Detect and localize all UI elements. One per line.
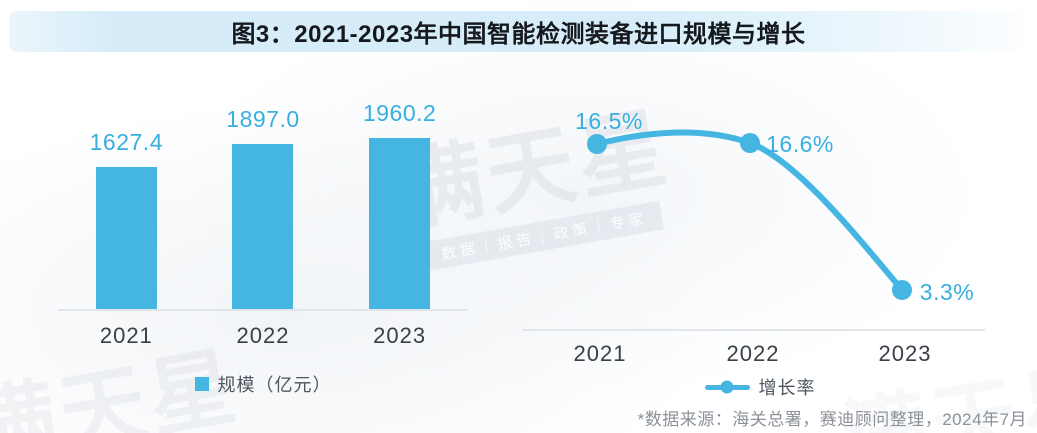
- bar-x-axis: 2021 2022 2023: [58, 323, 468, 349]
- point-value-label: 3.3%: [920, 279, 974, 305]
- line-legend: 增长率: [520, 374, 1000, 400]
- point-value-label: 16.6%: [766, 131, 834, 157]
- bar-chart-import-scale: 1627.4 1897.0 1960.2 2021 2022 2023 规模（亿元）: [58, 88, 468, 395]
- bar-legend-label: 规模（亿元）: [217, 375, 332, 395]
- x-tick-label: 2021: [574, 341, 627, 366]
- growth-rate-curve: [594, 129, 905, 293]
- bar-value-label: 1897.0: [226, 106, 300, 132]
- data-point-2023: [892, 280, 912, 300]
- bar-legend: 规模（亿元）: [58, 371, 468, 397]
- bar-group-2021: 1627.4: [90, 129, 163, 309]
- bar-value-label: 1960.2: [362, 100, 437, 126]
- line-legend-dot-icon: [720, 380, 734, 394]
- chart-title: 图3：2021-2023年中国智能检测装备进口规模与增长: [231, 21, 806, 48]
- bar-value-label: 1627.4: [89, 129, 163, 155]
- bar-legend-swatch-icon: [194, 377, 209, 391]
- point-value-label: 16.5%: [575, 108, 643, 134]
- line-legend-marker-icon: [704, 380, 750, 394]
- x-tick-label: 2022: [236, 323, 290, 348]
- bar-group-2022: 1897.0: [226, 106, 299, 309]
- line-chart-growth-rate: 16.5% 16.6% 3.3% 2021 2022 2023 增长率: [520, 90, 1012, 398]
- x-tick-label: 2023: [879, 341, 932, 366]
- x-tick-label: 2023: [373, 323, 427, 348]
- data-point-2021: [587, 134, 607, 154]
- line-plot-area: 16.5% 16.6% 3.3% 2021 2022 2023: [522, 108, 985, 366]
- data-point-2022: [740, 133, 760, 153]
- title-banner: 图3：2021-2023年中国智能检测装备进口规模与增长: [9, 11, 1028, 52]
- bar-plot-area: 1627.4 1897.0 1960.2: [58, 88, 468, 311]
- bar: [95, 167, 157, 309]
- bar: [232, 144, 294, 309]
- bar-group-2023: 1960.2: [363, 100, 436, 309]
- bar: [369, 138, 431, 309]
- line-legend-label: 增长率: [758, 378, 816, 398]
- x-tick-label: 2021: [99, 323, 153, 348]
- source-note: *数据来源：海关总署，赛迪顾问整理，2024年7月: [637, 410, 1027, 429]
- x-tick-label: 2022: [727, 341, 780, 366]
